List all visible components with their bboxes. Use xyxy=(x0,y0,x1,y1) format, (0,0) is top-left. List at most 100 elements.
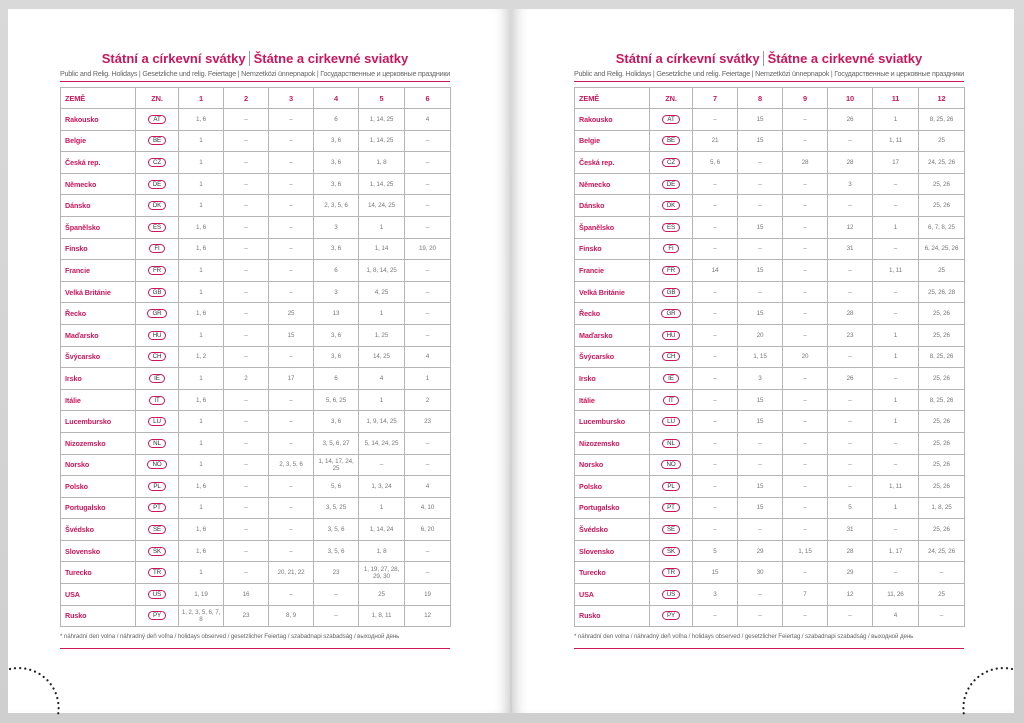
country-name: Polsko xyxy=(574,475,650,498)
country-code-cell: ES xyxy=(135,215,179,239)
country-code: GB xyxy=(661,287,681,297)
table-row: Turecko TR 15 30–29– – xyxy=(574,561,965,585)
holiday-days: – xyxy=(692,108,738,131)
holiday-days: – xyxy=(358,453,405,477)
country-code: HU xyxy=(147,330,167,340)
table-row: Švédsko SE – – –31–25, 26 xyxy=(574,518,965,541)
holiday-days: – xyxy=(404,561,451,585)
holiday-days: – xyxy=(692,237,738,261)
holiday-days: 3 xyxy=(737,367,783,390)
holiday-days: 6, 7, 8, 25 xyxy=(918,215,965,239)
title-cz: Státní a církevní svátky xyxy=(615,51,760,66)
holiday-days: – xyxy=(737,604,783,628)
country-name: Rakousko xyxy=(60,108,136,131)
holiday-days: – xyxy=(692,345,738,369)
holiday-days: 25, 26, 28 xyxy=(918,280,965,304)
country-name: Francie xyxy=(574,259,650,282)
country-name: Irsko xyxy=(60,367,136,390)
holiday-days: – xyxy=(268,259,314,282)
holiday-days: 5, 6 xyxy=(313,475,359,498)
country-name: Belgie xyxy=(574,129,650,153)
holiday-days: – xyxy=(692,388,738,412)
country-code: LU xyxy=(148,417,166,427)
country-code: TR xyxy=(147,568,167,578)
holiday-days: 1 xyxy=(178,561,224,585)
holiday-days: 14, 25 xyxy=(358,345,405,369)
holiday-days: 1 xyxy=(178,323,224,347)
country-code: CH xyxy=(661,352,681,362)
table-row: Turecko TR 1–20, 21, 22 23 1, 19, 27, 28, 29… xyxy=(60,561,451,585)
holiday-days: 31 xyxy=(827,237,873,261)
table-row: Portugalsko PT 1– –3, 5, 25 1 4, 10 xyxy=(60,496,451,520)
holiday-days: – xyxy=(827,129,873,153)
holiday-days: 1 xyxy=(178,280,224,304)
country-name: Dánsko xyxy=(60,194,136,217)
holiday-days: – xyxy=(223,561,269,585)
holiday-days: – xyxy=(782,215,828,239)
holiday-days: – xyxy=(223,539,269,563)
holiday-days: 3, 6 xyxy=(313,237,359,261)
holiday-days: 1, 6 xyxy=(178,539,224,563)
country-code: DE xyxy=(661,179,681,189)
country-code: IE xyxy=(149,373,165,383)
holiday-days: – xyxy=(404,302,451,325)
country-code-cell: TR xyxy=(649,561,693,585)
holiday-days: 3, 6 xyxy=(313,345,359,369)
holiday-days: 20 xyxy=(737,323,783,347)
country-code: DK xyxy=(147,201,167,211)
country-code: DE xyxy=(147,179,167,189)
country-name: Finsko xyxy=(574,237,650,261)
holiday-days: – xyxy=(404,259,451,282)
holiday-days: 1 xyxy=(872,108,919,131)
holiday-days: 15 xyxy=(737,108,783,131)
country-name: Itálie xyxy=(574,388,650,412)
holiday-days: 5 xyxy=(692,539,738,563)
country-code-cell: NL xyxy=(649,431,693,455)
table-row: Slovensko SK 1, 6– –3, 5, 6 1, 8– xyxy=(60,539,451,563)
country-name: Lucembursko xyxy=(574,410,650,433)
header-cell: 9 xyxy=(782,87,828,109)
holiday-days: 1 xyxy=(178,129,224,153)
country-name: Belgie xyxy=(60,129,136,153)
holiday-days: – xyxy=(268,410,314,433)
header-cell: 12 xyxy=(918,87,965,109)
country-code-cell: CH xyxy=(649,345,693,369)
holiday-days: 2 xyxy=(404,388,451,412)
holiday-days: 3 xyxy=(313,215,359,239)
holiday-days: 1, 14, 17, 24, 25 xyxy=(313,453,359,477)
country-code-cell: PT xyxy=(135,496,179,520)
header-cell: ZN. xyxy=(649,87,693,109)
country-code: IT xyxy=(663,395,679,405)
holiday-days: – xyxy=(268,215,314,239)
country-name: Nizozemsko xyxy=(574,431,650,455)
holiday-days: – xyxy=(827,259,873,282)
country-code-cell: BE xyxy=(135,129,179,153)
header-cell: ZEMĚ xyxy=(574,87,650,109)
holiday-days: 19 xyxy=(404,583,451,606)
holiday-days: 8, 25, 26 xyxy=(918,108,965,131)
country-name: Irsko xyxy=(574,367,650,390)
holiday-days: 25, 26 xyxy=(918,453,965,477)
holiday-days: 1 xyxy=(178,151,224,174)
holiday-days: 1, 8, 14, 25 xyxy=(358,259,405,282)
holiday-days: 1 xyxy=(404,367,451,390)
holiday-days: – xyxy=(223,151,269,174)
title: Státní a církevní svátky Štátne a cirkevn… xyxy=(574,51,964,66)
country-code: SK xyxy=(147,546,167,556)
holiday-days: – xyxy=(223,475,269,498)
holiday-days: – xyxy=(918,604,965,628)
header-cell: 8 xyxy=(737,87,783,109)
holiday-days: – xyxy=(872,194,919,217)
country-name: USA xyxy=(574,583,650,606)
header-cell: 10 xyxy=(827,87,873,109)
holiday-days: 15 xyxy=(737,410,783,433)
table-row: Belgie BE 1– –3, 6 1, 14, 25– xyxy=(60,129,451,153)
table-row: Německo DE 1– –3, 6 1, 14, 25– xyxy=(60,172,451,196)
holiday-days: 12 xyxy=(827,215,873,239)
country-name: USA xyxy=(60,583,136,606)
holiday-days: – xyxy=(268,280,314,304)
holiday-days: – xyxy=(872,237,919,261)
holiday-days: 20 xyxy=(782,345,828,369)
country-code: NL xyxy=(148,438,166,448)
holiday-days: 1, 6 xyxy=(178,518,224,541)
